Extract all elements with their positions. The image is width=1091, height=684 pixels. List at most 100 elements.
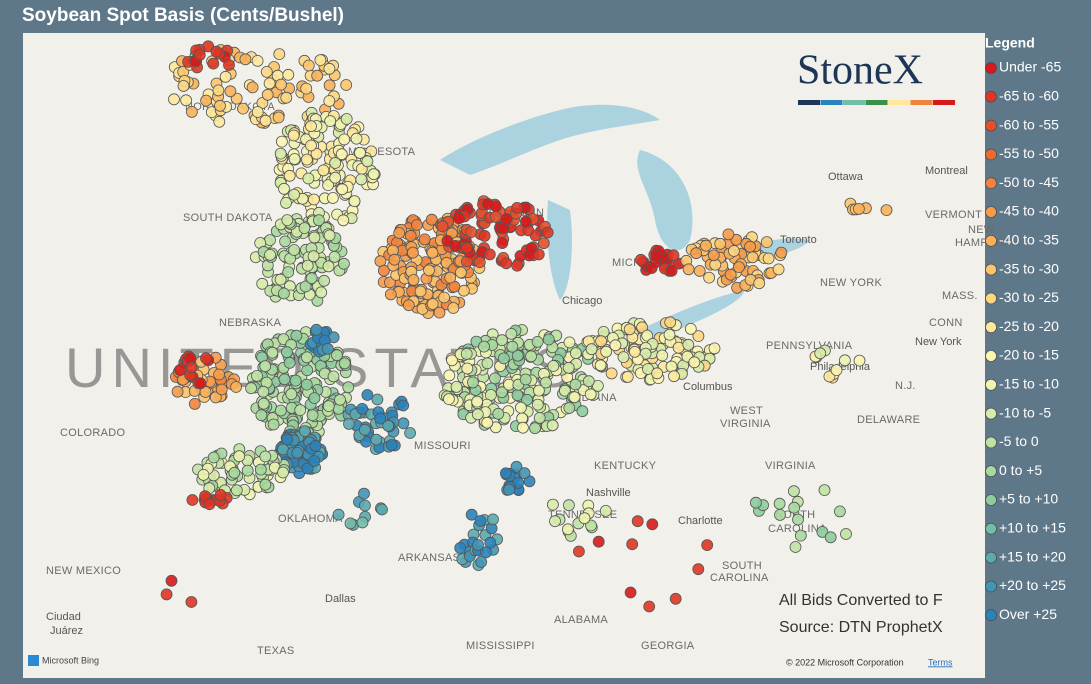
basis-dot — [264, 248, 276, 261]
basis-dot — [300, 351, 313, 364]
basis-dot — [492, 407, 505, 420]
basis-dot — [496, 334, 508, 347]
legend-label: 0 to +5 — [999, 462, 1042, 478]
basis-dot — [285, 388, 298, 401]
legend-label: Over +25 — [999, 606, 1057, 622]
legend-swatch — [985, 378, 997, 391]
basis-dot — [356, 516, 369, 529]
basis-dot — [203, 498, 216, 511]
basis-dot — [348, 195, 361, 208]
basis-dot — [180, 94, 193, 107]
basis-dot — [344, 517, 357, 530]
basis-dot — [251, 55, 264, 67]
basis-dot — [263, 77, 276, 90]
map-label: VIRGINIA — [765, 460, 816, 472]
basis-dot — [499, 467, 512, 480]
basis-dot — [592, 535, 605, 548]
basis-dot — [282, 266, 295, 279]
basis-dot — [563, 336, 576, 349]
basis-dot — [475, 556, 488, 568]
basis-dot — [500, 257, 513, 270]
basis-dot — [667, 249, 680, 262]
basis-dot — [410, 219, 423, 231]
basis-dot — [305, 139, 317, 152]
basis-dot — [684, 322, 697, 335]
basis-dot — [237, 102, 249, 115]
legend-label: -35 to -30 — [999, 260, 1059, 276]
basis-dot — [322, 400, 335, 413]
basis-dot — [672, 341, 685, 354]
basis-dot — [703, 271, 715, 284]
basis-dot — [595, 335, 607, 348]
legend-label: +10 to +15 — [999, 520, 1066, 536]
basis-dot — [750, 496, 762, 509]
basis-dot — [452, 212, 465, 225]
basis-dot — [818, 484, 831, 497]
basis-dot — [692, 563, 705, 576]
basis-dot — [407, 274, 420, 286]
basis-dot — [318, 274, 331, 287]
basis-dot — [214, 488, 227, 501]
basis-dot — [520, 215, 532, 228]
basis-dot — [503, 483, 515, 496]
basis-dot — [350, 132, 363, 145]
legend-label: +5 to +10 — [999, 491, 1058, 507]
basis-dot — [224, 85, 237, 98]
basis-dot — [273, 48, 286, 60]
basis-dot — [442, 393, 455, 406]
basis-dot — [317, 164, 330, 177]
basis-dot — [298, 425, 311, 438]
map-label: Columbus — [683, 381, 733, 393]
basis-dot — [643, 600, 656, 613]
basis-dot — [388, 253, 401, 266]
basis-dot — [563, 499, 575, 512]
basis-dot — [326, 192, 339, 204]
basis-dot — [259, 360, 272, 373]
basis-dot — [311, 69, 324, 82]
basis-dot — [384, 288, 397, 301]
basis-dot — [323, 79, 336, 92]
basis-dot — [251, 369, 263, 382]
basis-dot — [617, 351, 630, 364]
map-label: Toronto — [780, 234, 817, 246]
basis-dot — [257, 385, 270, 398]
map-label: Charlotte — [678, 515, 723, 527]
basis-dot — [853, 202, 865, 215]
map-label: NEW — [968, 224, 995, 236]
legend-label: +15 to +20 — [999, 548, 1066, 564]
basis-dot — [404, 229, 417, 242]
basis-dot — [446, 354, 458, 367]
basis-dot — [302, 172, 315, 185]
basis-dot — [746, 251, 759, 264]
basis-dot — [646, 518, 659, 531]
basis-dot — [298, 222, 311, 235]
basis-dot — [223, 59, 235, 71]
basis-dot — [529, 422, 541, 435]
basis-dot — [255, 409, 268, 422]
basis-dot — [308, 231, 321, 244]
basis-dot — [760, 236, 773, 249]
terms-link[interactable]: Terms — [928, 657, 953, 667]
basis-dot — [209, 391, 222, 404]
basis-dot — [200, 352, 212, 365]
legend-label: -40 to -35 — [999, 232, 1059, 248]
basis-dot — [624, 586, 637, 599]
basis-dot — [323, 95, 336, 107]
logo-bar-segment — [933, 100, 955, 105]
legend-swatch — [985, 263, 997, 276]
basis-dot — [214, 99, 226, 112]
basis-dot — [496, 237, 509, 250]
basis-dot — [310, 147, 323, 160]
basis-dot — [487, 513, 499, 526]
basis-dot — [788, 501, 801, 514]
basis-dot — [460, 347, 473, 360]
map-label: Ciudad — [46, 611, 81, 623]
basis-dot — [314, 54, 327, 66]
map-label: MISSOURI — [414, 440, 471, 452]
basis-dot — [728, 245, 740, 257]
basis-dot — [585, 343, 598, 356]
legend-swatch — [985, 148, 997, 161]
legend-label: -65 to -60 — [999, 88, 1059, 104]
basis-dot — [605, 367, 618, 380]
basis-dot — [210, 45, 223, 58]
